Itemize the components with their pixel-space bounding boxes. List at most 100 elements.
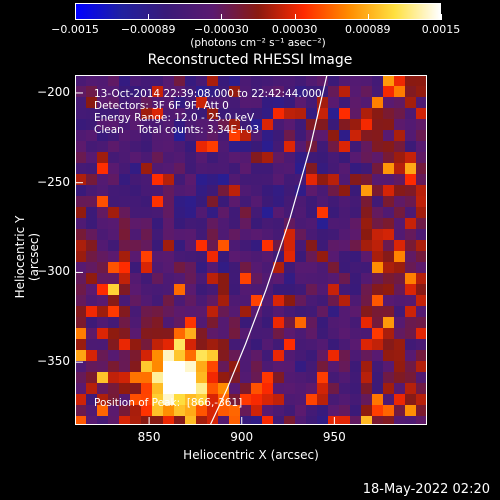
- heatmap-cell: [339, 163, 350, 174]
- heatmap-cell: [273, 152, 284, 163]
- heatmap-cell: [251, 306, 262, 317]
- heatmap-cell: [218, 350, 229, 361]
- heatmap-cell: [251, 328, 262, 339]
- heatmap-cell: [350, 97, 361, 108]
- heatmap-cell: [339, 97, 350, 108]
- heatmap-cell: [383, 284, 394, 295]
- heatmap-cell: [229, 108, 240, 119]
- heatmap-cell: [317, 75, 328, 86]
- heatmap-cell: [251, 207, 262, 218]
- x-tick-label: 950: [322, 430, 346, 444]
- heatmap-cell: [306, 185, 317, 196]
- heatmap-cell: [383, 86, 394, 97]
- heatmap-cell: [273, 229, 284, 240]
- heatmap-cell: [174, 394, 185, 405]
- heatmap-cell: [75, 163, 86, 174]
- heatmap-cell: [328, 174, 339, 185]
- heatmap-cell: [218, 240, 229, 251]
- heatmap-cell: [383, 130, 394, 141]
- heatmap-cell: [130, 295, 141, 306]
- heatmap-cell: [97, 317, 108, 328]
- heatmap-cell: [97, 75, 108, 86]
- heatmap-cell: [306, 295, 317, 306]
- colorbar-gradient: [76, 4, 440, 19]
- heatmap-cell: [317, 119, 328, 130]
- heatmap-cell: [207, 251, 218, 262]
- heatmap-cell: [86, 207, 97, 218]
- heatmap-cell: [306, 97, 317, 108]
- heatmap-cell: [97, 262, 108, 273]
- heatmap-cell: [328, 416, 339, 425]
- heatmap-cell: [97, 130, 108, 141]
- heatmap-cell: [405, 394, 416, 405]
- heatmap-cell: [339, 240, 350, 251]
- heatmap-cell: [262, 405, 273, 416]
- heatmap-cell: [317, 273, 328, 284]
- heatmap-cell: [317, 383, 328, 394]
- heatmap-cell: [394, 207, 405, 218]
- heatmap-cell: [339, 108, 350, 119]
- heatmap-cell: [207, 218, 218, 229]
- heatmap-cell: [174, 218, 185, 229]
- heatmap-cell: [218, 97, 229, 108]
- heatmap-cell: [240, 328, 251, 339]
- heatmap-cell: [218, 174, 229, 185]
- heatmap-cell: [108, 251, 119, 262]
- heatmap-cell: [350, 130, 361, 141]
- heatmap-cell: [361, 141, 372, 152]
- heatmap-cell: [97, 416, 108, 425]
- heatmap-cell: [350, 218, 361, 229]
- heatmap-cell: [273, 251, 284, 262]
- heatmap-cell: [284, 97, 295, 108]
- heatmap-cell: [394, 86, 405, 97]
- heatmap-cell: [317, 240, 328, 251]
- heatmap-cell: [152, 141, 163, 152]
- heatmap-cell: [361, 185, 372, 196]
- heatmap-cell: [273, 163, 284, 174]
- heatmap-cell: [328, 372, 339, 383]
- heatmap-cell: [416, 339, 427, 350]
- heatmap-cell: [75, 405, 86, 416]
- heatmap-cell: [317, 86, 328, 97]
- heatmap-cell: [416, 383, 427, 394]
- heatmap-cell: [251, 394, 262, 405]
- heatmap-cell: [317, 251, 328, 262]
- heatmap-cell: [262, 372, 273, 383]
- heatmap-cell: [86, 108, 97, 119]
- heatmap-cell: [196, 86, 207, 97]
- heatmap-cell: [240, 218, 251, 229]
- heatmap-cell: [141, 97, 152, 108]
- heatmap-cell: [86, 86, 97, 97]
- heatmap-cell: [306, 339, 317, 350]
- heatmap-cell: [152, 97, 163, 108]
- heatmap-cell: [185, 262, 196, 273]
- heatmap-cell: [251, 185, 262, 196]
- heatmap-cell: [97, 229, 108, 240]
- heatmap-cell: [273, 350, 284, 361]
- heatmap-cell: [119, 328, 130, 339]
- heatmap-cell: [273, 240, 284, 251]
- heatmap-cell: [317, 97, 328, 108]
- heatmap-cell: [262, 130, 273, 141]
- heatmap-cell: [394, 97, 405, 108]
- heatmap-cell: [218, 372, 229, 383]
- heatmap-cell: [240, 196, 251, 207]
- heatmap-cell: [317, 394, 328, 405]
- heatmap-cell: [328, 262, 339, 273]
- heatmap-cell: [405, 372, 416, 383]
- heatmap-cell: [218, 361, 229, 372]
- heatmap-cell: [328, 295, 339, 306]
- heatmap-cell: [273, 196, 284, 207]
- heatmap-cell: [108, 229, 119, 240]
- heatmap-cell: [152, 306, 163, 317]
- heatmap-cell: [339, 361, 350, 372]
- heatmap-cell: [350, 295, 361, 306]
- heatmap-cell: [251, 383, 262, 394]
- heatmap-cell: [86, 317, 97, 328]
- heatmap-cell: [328, 119, 339, 130]
- heatmap-cell: [262, 350, 273, 361]
- heatmap-cell: [405, 328, 416, 339]
- heatmap-cell: [416, 163, 427, 174]
- heatmap-cell: [86, 405, 97, 416]
- heatmap-cell: [372, 350, 383, 361]
